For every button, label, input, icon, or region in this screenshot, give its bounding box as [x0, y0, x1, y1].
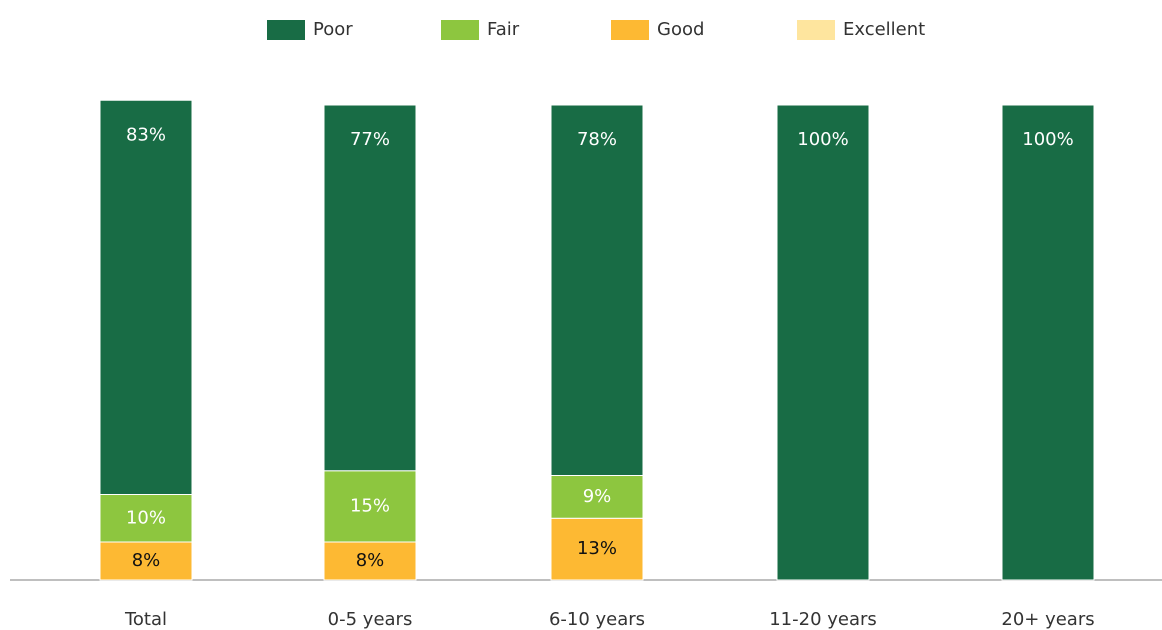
- legend-label: Excellent: [843, 19, 925, 40]
- legend-swatch: [797, 20, 835, 40]
- bar-segment: [99, 99, 193, 495]
- bar-segment: [776, 104, 870, 581]
- bar-segment: [1001, 104, 1095, 581]
- data-label: 15%: [350, 495, 390, 516]
- data-label: 8%: [356, 550, 385, 571]
- legend-swatch: [267, 20, 305, 40]
- bar-segment: [323, 470, 417, 543]
- data-label: 83%: [126, 124, 166, 145]
- x-tick-label: 11-20 years: [769, 609, 877, 630]
- data-label: 78%: [577, 129, 617, 150]
- bar-segment: [550, 475, 644, 519]
- legend-label: Poor: [313, 19, 353, 40]
- x-tick-label: 6-10 years: [549, 609, 645, 630]
- bar-segment: [550, 517, 644, 581]
- data-label: 8%: [132, 550, 161, 571]
- bar-segment: [323, 104, 417, 472]
- legend-swatch: [611, 20, 649, 40]
- legend-label: Fair: [487, 19, 520, 40]
- data-label: 10%: [126, 507, 166, 528]
- data-label: 100%: [797, 129, 848, 150]
- legend-swatch: [441, 20, 479, 40]
- x-tick-label: 0-5 years: [328, 609, 413, 630]
- bar-segment: [99, 541, 193, 581]
- bar-segment: [550, 104, 644, 476]
- data-label: 77%: [350, 129, 390, 150]
- x-tick-label: Total: [124, 609, 167, 630]
- data-label: 9%: [583, 486, 612, 507]
- data-label: 100%: [1022, 129, 1073, 150]
- legend-label: Good: [657, 19, 704, 40]
- x-tick-label: 20+ years: [1001, 609, 1094, 630]
- bar-segment: [99, 494, 193, 543]
- data-label: 13%: [577, 538, 617, 559]
